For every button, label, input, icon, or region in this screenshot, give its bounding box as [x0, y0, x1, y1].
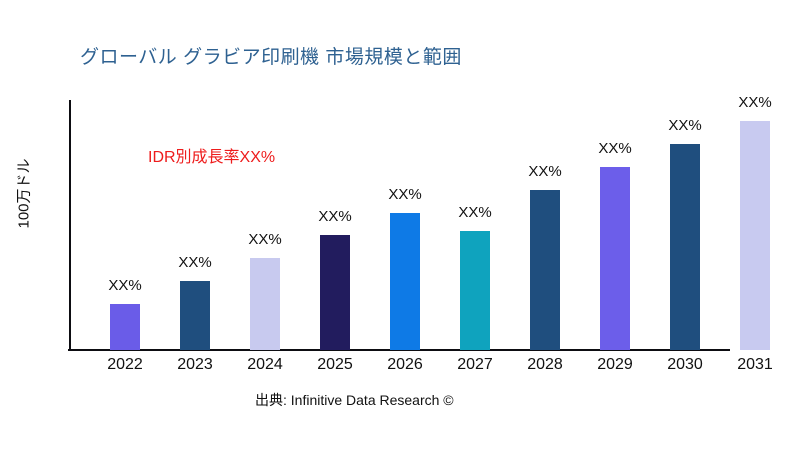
x-tick-label-2026: 2026 [387, 356, 423, 373]
bar-2024 [250, 258, 280, 350]
x-tick-label-2029: 2029 [597, 356, 633, 373]
x-tick-label-2027: 2027 [457, 356, 493, 373]
bar-2026 [390, 213, 420, 350]
growth-rate-annotation: IDR別成長率XX% [148, 149, 276, 166]
bar-value-label-2029: XX% [598, 140, 632, 157]
bar-value-label-2023: XX% [178, 254, 212, 271]
x-tick-label-2023: 2023 [177, 356, 213, 373]
x-tick-label-2028: 2028 [527, 356, 563, 373]
source-caption: 出典: Infinitive Data Research © [255, 392, 454, 408]
y-axis-line [69, 100, 71, 351]
bar-value-label-2026: XX% [388, 186, 422, 203]
x-axis-line [68, 349, 730, 351]
bar-value-label-2027: XX% [458, 204, 492, 221]
bar-2028 [530, 190, 560, 350]
bar-value-label-2028: XX% [528, 163, 562, 180]
bar-2030 [670, 144, 700, 350]
x-tick-label-2025: 2025 [317, 356, 353, 373]
x-tick-label-2022: 2022 [107, 356, 143, 373]
x-tick-label-2030: 2030 [667, 356, 703, 373]
bar-2029 [600, 167, 630, 350]
x-tick-label-2024: 2024 [247, 356, 283, 373]
bar-value-label-2030: XX% [668, 117, 702, 134]
bar-2023 [180, 281, 210, 350]
x-tick-label-2031: 2031 [737, 356, 773, 373]
bar-2031 [740, 121, 770, 350]
bar-2022 [110, 304, 140, 350]
chart-title: グローバル グラビア印刷機 市場規模と範囲 [80, 47, 462, 68]
bar-value-label-2031: XX% [738, 94, 772, 111]
bar-2027 [460, 231, 490, 350]
bar-value-label-2022: XX% [108, 277, 142, 294]
bar-value-label-2025: XX% [318, 208, 352, 225]
bar-2025 [320, 235, 350, 350]
bar-value-label-2024: XX% [248, 231, 282, 248]
